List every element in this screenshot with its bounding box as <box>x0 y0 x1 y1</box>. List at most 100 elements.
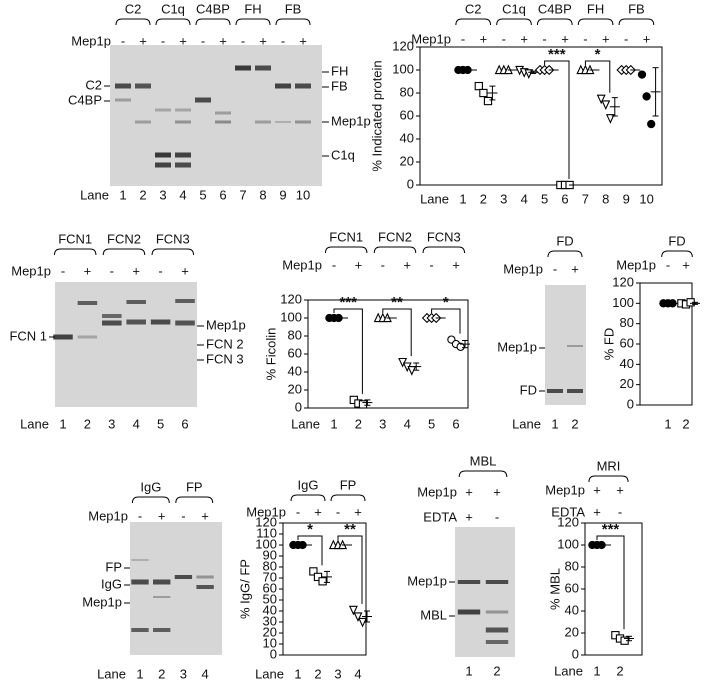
group-label: C2 <box>125 1 142 16</box>
lane-number: 2 <box>314 666 321 681</box>
group-bracket <box>588 475 629 483</box>
gel-band <box>567 345 583 347</box>
lane-number: 3 <box>180 666 187 681</box>
group-bracket <box>151 248 195 256</box>
gel-band <box>53 334 73 340</box>
gel-band <box>215 111 231 115</box>
treatment-sign: + <box>593 504 601 519</box>
lane-number: 1 <box>136 666 143 681</box>
group-bracket <box>115 18 151 26</box>
lane-label: Lane <box>291 416 320 431</box>
y-tick-label: 80 <box>288 327 302 342</box>
row-label: Mep1p <box>503 261 543 276</box>
y-tick-label: 20 <box>263 624 277 639</box>
treatment-sign: + <box>179 33 187 48</box>
treatment-sign: - <box>110 263 114 278</box>
band-label: Mep1p <box>206 317 246 332</box>
data-point <box>642 92 651 101</box>
significance-bracket <box>382 308 412 357</box>
gel-band <box>153 628 171 632</box>
group-label: FB <box>628 1 645 16</box>
y-tick-label: 100 <box>280 309 302 324</box>
row-label: Mep1p <box>545 482 585 497</box>
treatment-sign: + <box>465 484 473 499</box>
group-label: C4BP <box>196 1 230 16</box>
gel-band <box>196 585 214 589</box>
treatment-sign: - <box>495 509 499 524</box>
y-tick-label: 60 <box>620 335 634 350</box>
lane-number: 4 <box>521 191 528 206</box>
data-point <box>637 70 647 79</box>
lane-number: 4 <box>354 666 361 681</box>
y-tick-label: 120 <box>557 514 579 529</box>
group-label: FCN1 <box>329 229 363 244</box>
group-label: C4BP <box>538 1 572 16</box>
data-point <box>483 96 493 106</box>
gel-band <box>295 83 311 89</box>
y-tick-label: 0 <box>270 646 277 661</box>
gel-band <box>175 299 195 303</box>
lane-number: 5 <box>541 191 548 206</box>
gel-band <box>255 65 271 71</box>
group-label: FP <box>186 479 203 494</box>
significance-bracket <box>544 60 570 179</box>
lane-number: 1 <box>330 416 337 431</box>
band-label: MBL <box>420 607 447 622</box>
gel-band <box>175 320 195 326</box>
gel-band <box>102 320 122 326</box>
significance-label: *** <box>548 46 566 63</box>
lane-number: 1 <box>551 416 558 431</box>
gel-band <box>126 300 146 304</box>
group-bracket <box>458 470 508 478</box>
y-tick-label: 20 <box>288 381 302 396</box>
y-tick-label: 40 <box>400 130 414 145</box>
significance-bracket <box>431 308 461 334</box>
data-point <box>398 357 408 368</box>
gel-band <box>174 575 193 579</box>
treatment-sign: + <box>299 33 307 48</box>
gel-band <box>485 610 509 614</box>
band-label: FCN 1 <box>9 328 47 343</box>
lane-number: 3 <box>159 187 166 202</box>
y-tick-label: 60 <box>288 345 302 360</box>
gel-band <box>485 580 509 584</box>
data-point <box>474 81 483 91</box>
gel-band <box>235 65 251 71</box>
treatment-sign: - <box>461 31 465 46</box>
y-tick-label: 80 <box>620 315 634 330</box>
y-tick-label: 20 <box>565 624 579 639</box>
treatment-sign: - <box>121 33 125 48</box>
group-bracket <box>195 18 231 26</box>
lane-number: 4 <box>201 666 208 681</box>
lane-label: Lane <box>80 187 109 202</box>
band-label: Mep1p <box>407 573 447 588</box>
y-tick-label: 10 <box>263 635 277 650</box>
lane-number: 3 <box>500 191 507 206</box>
treatment-sign: - <box>553 261 557 276</box>
data-point <box>479 88 488 98</box>
y-tick-label: 50 <box>263 591 277 606</box>
y-tick-label: 120 <box>612 274 634 289</box>
gel-band <box>295 120 311 124</box>
treatment-sign: - <box>583 31 587 46</box>
lane-label: Lane <box>255 666 284 681</box>
row-label: Mep1p <box>11 263 51 278</box>
treatment-sign: + <box>465 509 473 524</box>
lane-number: 2 <box>493 663 500 678</box>
gel-image <box>455 527 515 657</box>
y-tick-label: 40 <box>565 602 579 617</box>
significance-label: *** <box>339 294 357 311</box>
treatment-sign: + <box>132 263 140 278</box>
y-tick-label: 40 <box>288 363 302 378</box>
row-label: Mep1p <box>616 257 656 272</box>
group-label: FCN3 <box>156 231 190 246</box>
treatment-sign: + <box>139 33 147 48</box>
treatment-sign: + <box>219 33 227 48</box>
treatment-sign: - <box>336 504 340 519</box>
gel-band <box>175 162 191 168</box>
treatment-sign: + <box>602 31 610 46</box>
lane-number: 6 <box>452 416 459 431</box>
y-tick-label: 80 <box>263 558 277 573</box>
gel-band <box>457 609 481 615</box>
